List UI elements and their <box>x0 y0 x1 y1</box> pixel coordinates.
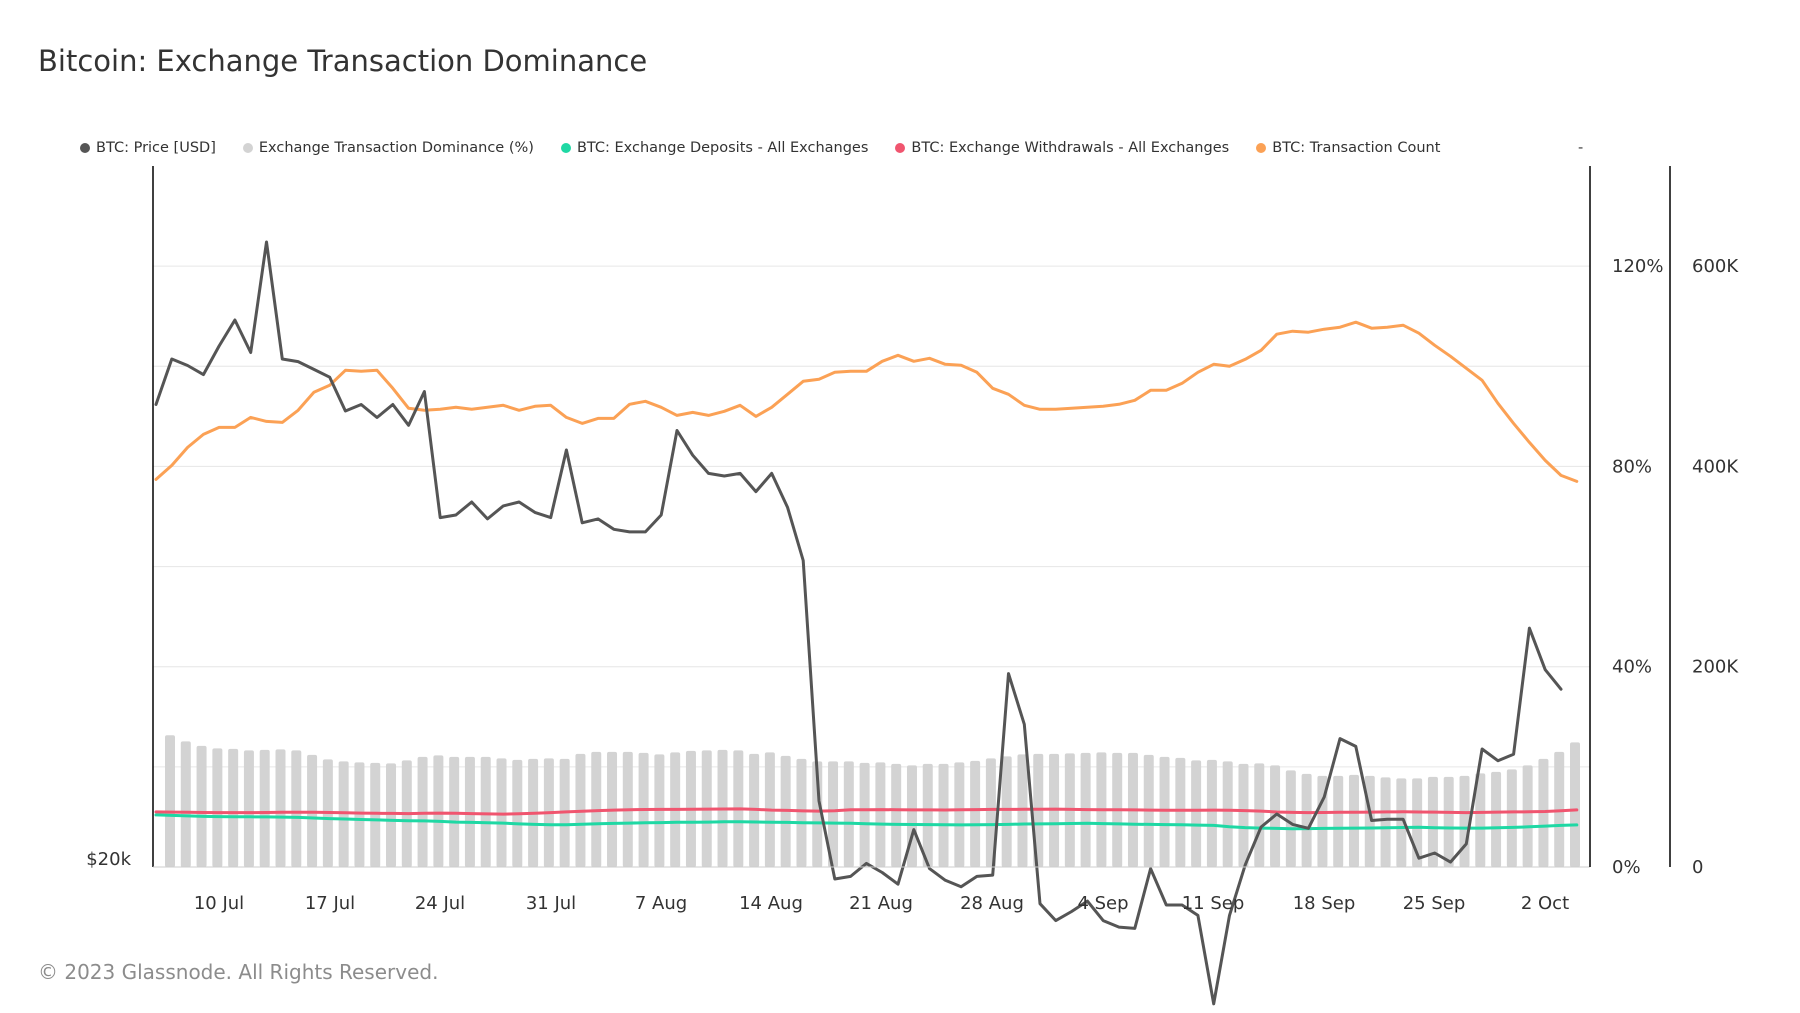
dominance-bar <box>812 761 823 867</box>
dominance-bar <box>1301 773 1312 867</box>
y-tick-label-count: 600K <box>1692 256 1739 277</box>
dominance-bar <box>1175 757 1186 867</box>
y-tick-label-pct: 40% <box>1612 657 1652 678</box>
dominance-bar <box>1570 742 1580 867</box>
dominance-bar <box>1348 774 1359 867</box>
dominance-bar <box>1238 763 1249 867</box>
dominance-bar <box>464 756 475 867</box>
dominance-bar <box>480 756 491 867</box>
series-lines <box>154 240 1579 1006</box>
x-tick-label: 28 Aug <box>960 893 1024 914</box>
dominance-bar <box>196 745 207 867</box>
legend-dot-icon <box>1256 143 1267 153</box>
x-tick-label: 7 Aug <box>635 893 687 914</box>
dominance-bar <box>891 763 902 867</box>
x-tick-label: 18 Sep <box>1293 893 1356 914</box>
x-tick-label: 2 Oct <box>1521 893 1569 914</box>
series-line-btc-price-usd <box>154 240 1563 1006</box>
dominance-bar <box>796 758 807 867</box>
x-tick-label: 11 Sep <box>1182 893 1245 914</box>
dominance-bar <box>386 763 397 867</box>
legend-dot-icon <box>80 143 90 153</box>
dominance-bar <box>1206 759 1217 867</box>
dominance-bar <box>1191 760 1202 867</box>
series-line-btc-transaction-count <box>154 320 1579 483</box>
dominance-bar <box>370 762 381 867</box>
dominance-bar <box>938 763 949 867</box>
axes <box>152 166 1671 868</box>
y-tick-label-pct: 80% <box>1612 456 1652 477</box>
dominance-bar <box>1491 771 1502 867</box>
dominance-bar <box>433 755 444 867</box>
legend-label: Exchange Transaction Dominance (%) <box>258 140 534 156</box>
series-line-btc-exchange-withdrawals-all-exchanges <box>154 807 1579 816</box>
series-line-btc-exchange-deposits-all-exchanges <box>154 813 1579 831</box>
y-tick-label-pct: 0% <box>1612 857 1641 878</box>
legend: BTC: Price [USD] Exchange Transaction Do… <box>80 140 1467 156</box>
y-tick-label-count: 400K <box>1692 456 1739 477</box>
legend-extra: - <box>1578 140 1584 156</box>
legend-label: BTC: Exchange Withdrawals - All Exchange… <box>911 140 1230 156</box>
dominance-bar <box>875 762 886 867</box>
tick-labels: 10 Jul 17 Jul 24 Jul 31 Jul 7 Aug 14 Aug 21 Au… <box>86 256 1739 914</box>
copyright: © 2023 Glassnode. All Rights Reserved. <box>38 960 439 984</box>
dominance-bar <box>1396 778 1407 867</box>
dominance-bar <box>180 741 191 867</box>
chart-title: Bitcoin: Exchange Transaction Dominance <box>38 44 648 78</box>
dominance-bar <box>1443 776 1454 867</box>
dominance-bar <box>1427 776 1438 867</box>
x-tick-label: 31 Jul <box>526 893 576 914</box>
x-tick-label: 4 Sep <box>1077 893 1128 914</box>
legend-label: BTC: Exchange Deposits - All Exchanges <box>576 140 869 156</box>
dominance-bar <box>1159 756 1170 867</box>
dominance-bar <box>922 763 933 867</box>
dominance-bar <box>1222 761 1233 867</box>
legend-item-withdrawals[interactable]: BTC: Exchange Withdrawals - All Exchange… <box>895 140 1229 156</box>
dominance-bar <box>828 761 839 867</box>
dominance-bar <box>970 760 981 867</box>
x-tick-label: 21 Aug <box>849 893 913 914</box>
x-tick-label: 10 Jul <box>194 893 244 914</box>
dominance-bar <box>1333 775 1344 867</box>
dominance-bar <box>1001 756 1012 867</box>
legend-item-tx-count[interactable]: BTC: Transaction Count <box>1256 140 1440 156</box>
dominance-bar <box>954 762 965 867</box>
dominance-bar <box>1285 770 1296 867</box>
grid-lines <box>153 265 1590 768</box>
x-tick-label: 24 Jul <box>415 893 465 914</box>
y-tick-label-count: 0 <box>1692 857 1703 878</box>
dominance-bar <box>165 735 175 867</box>
legend-dot-icon <box>242 143 253 153</box>
dominance-bar <box>228 748 239 867</box>
legend-item-price[interactable]: BTC: Price [USD] <box>80 140 216 156</box>
legend-label: BTC: Price [USD] <box>96 140 216 156</box>
legend-item-deposits[interactable]: BTC: Exchange Deposits - All Exchanges <box>560 140 869 156</box>
y-tick-label-count: 200K <box>1692 657 1739 678</box>
x-tick-label: 14 Aug <box>739 893 803 914</box>
dominance-bar <box>1475 773 1486 867</box>
legend-dot-icon <box>895 143 906 153</box>
legend-dot-icon <box>560 143 571 153</box>
dominance-bar <box>1380 777 1391 867</box>
dominance-bar <box>1506 769 1517 867</box>
dominance-bar <box>859 762 870 867</box>
dominance-bar <box>212 748 223 867</box>
dominance-bar <box>843 761 854 867</box>
legend-item-dominance[interactable]: Exchange Transaction Dominance (%) <box>242 140 534 156</box>
dominance-bar <box>354 762 365 867</box>
dominance-bar <box>275 749 286 867</box>
x-tick-label: 17 Jul <box>305 893 355 914</box>
dominance-bar <box>291 750 302 867</box>
dominance-bar <box>1459 775 1470 867</box>
dominance-bar <box>1254 763 1265 867</box>
y-tick-label-pct: 120% <box>1612 256 1663 277</box>
y-tick-label-price: $20k <box>86 849 131 870</box>
dominance-bar <box>259 749 270 867</box>
dominance-bar <box>985 758 996 867</box>
dominance-bar <box>243 750 254 867</box>
dominance-bar <box>1522 765 1533 867</box>
x-tick-label: 25 Sep <box>1403 893 1466 914</box>
legend-label: BTC: Transaction Count <box>1272 140 1441 156</box>
